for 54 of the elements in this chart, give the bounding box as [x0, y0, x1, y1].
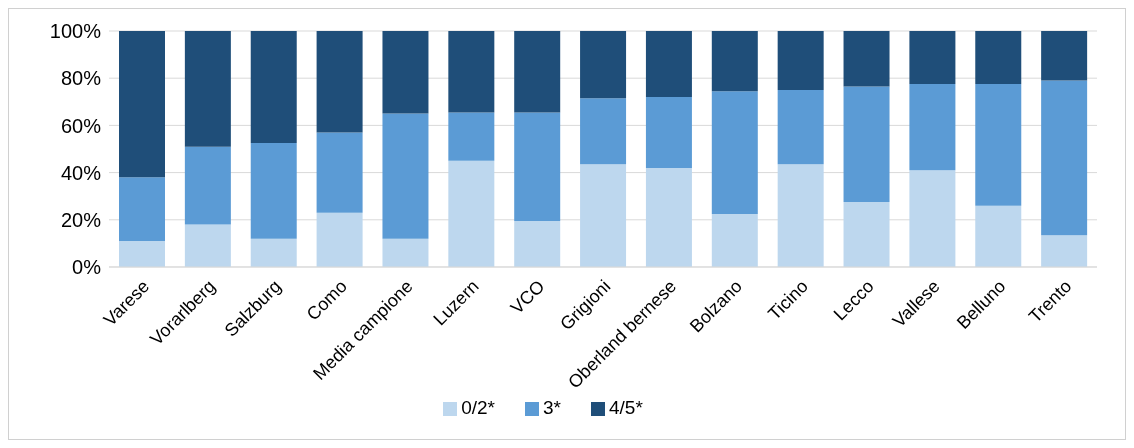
- bar: [975, 84, 1022, 206]
- bar: [514, 220, 561, 267]
- bar: [1041, 80, 1088, 236]
- bar: [316, 31, 363, 133]
- y-tick-label: 80%: [60, 67, 102, 90]
- bar: [580, 31, 627, 99]
- bar: [119, 241, 165, 267]
- bar: [184, 31, 231, 147]
- bar: [316, 132, 363, 213]
- bar: [184, 224, 231, 267]
- bar: [382, 31, 429, 114]
- y-tick-label: 20%: [60, 208, 102, 231]
- bar: [250, 143, 297, 239]
- bar: [514, 31, 561, 113]
- bar: [645, 97, 692, 168]
- bar: [250, 31, 297, 144]
- legend-label: 4/5*: [608, 397, 643, 418]
- bar: [1041, 235, 1088, 267]
- bar: [250, 238, 297, 267]
- bar: [909, 31, 956, 85]
- bar: [580, 164, 627, 267]
- bar: [119, 177, 165, 242]
- y-tick-label: 0%: [72, 256, 102, 279]
- bar: [382, 238, 429, 267]
- bar: [843, 86, 890, 203]
- y-tick-label: 60%: [60, 114, 102, 137]
- bar: [184, 146, 231, 225]
- bar: [514, 112, 561, 221]
- bar: [909, 84, 956, 171]
- bar: [843, 31, 890, 87]
- bar: [580, 98, 627, 165]
- bar: [645, 167, 692, 267]
- bar: [448, 112, 495, 161]
- bar: [777, 90, 824, 165]
- y-tick-label: 100%: [49, 20, 102, 43]
- bar: [382, 113, 429, 239]
- bar: [711, 31, 758, 92]
- bar: [316, 212, 363, 267]
- bar: [777, 164, 824, 267]
- bar: [119, 31, 165, 178]
- bar: [448, 31, 495, 113]
- bar: [843, 202, 890, 267]
- legend-label: 0/2*: [461, 397, 496, 418]
- bar: [448, 160, 495, 267]
- bar: [711, 213, 758, 267]
- bar: [777, 31, 824, 90]
- legend-label: 3*: [543, 397, 561, 418]
- bar: [975, 205, 1022, 267]
- bar: [1041, 31, 1088, 81]
- bar: [645, 31, 692, 98]
- y-tick-label: 40%: [60, 161, 102, 184]
- bar: [909, 170, 956, 267]
- bar: [975, 31, 1022, 85]
- bar: [711, 91, 758, 214]
